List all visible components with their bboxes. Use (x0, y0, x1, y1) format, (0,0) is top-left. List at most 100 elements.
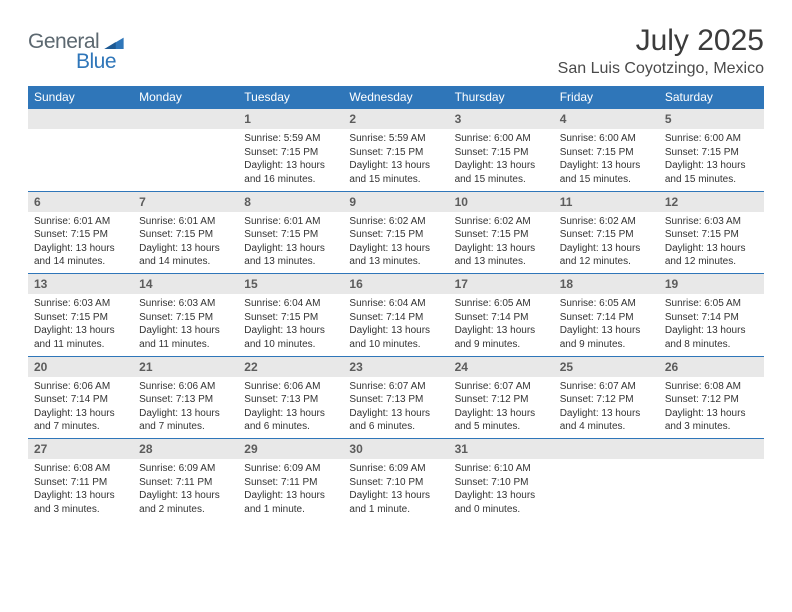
sunset-text: Sunset: 7:15 PM (560, 228, 654, 242)
sunrise-text: Sunrise: 6:07 AM (560, 380, 654, 394)
day2-text: and 11 minutes. (139, 338, 233, 352)
day-detail-cell: Sunrise: 6:08 AMSunset: 7:12 PMDaylight:… (659, 377, 764, 439)
day-number-cell: 9 (343, 191, 448, 212)
sunrise-text: Sunrise: 6:09 AM (244, 462, 338, 476)
sunset-text: Sunset: 7:12 PM (560, 393, 654, 407)
sunrise-text: Sunrise: 6:09 AM (139, 462, 233, 476)
sunrise-text: Sunrise: 6:07 AM (455, 380, 549, 394)
sunset-text: Sunset: 7:10 PM (455, 476, 549, 490)
day1-text: Daylight: 13 hours (665, 324, 759, 338)
day2-text: and 6 minutes. (349, 420, 443, 434)
weekday-header: Monday (133, 86, 238, 109)
weekday-header: Friday (554, 86, 659, 109)
day1-text: Daylight: 13 hours (139, 407, 233, 421)
day-number-cell: 2 (343, 109, 448, 130)
day1-text: Daylight: 13 hours (139, 489, 233, 503)
day2-text: and 12 minutes. (665, 255, 759, 269)
day1-text: Daylight: 13 hours (665, 159, 759, 173)
day1-text: Daylight: 13 hours (560, 407, 654, 421)
day-detail-cell: Sunrise: 6:00 AMSunset: 7:15 PMDaylight:… (659, 129, 764, 191)
day-number-cell: 11 (554, 191, 659, 212)
day-detail-cell: Sunrise: 6:02 AMSunset: 7:15 PMDaylight:… (449, 212, 554, 274)
sunrise-text: Sunrise: 6:06 AM (244, 380, 338, 394)
day1-text: Daylight: 13 hours (139, 242, 233, 256)
day2-text: and 15 minutes. (455, 173, 549, 187)
day-detail-cell: Sunrise: 6:07 AMSunset: 7:12 PMDaylight:… (449, 377, 554, 439)
weekday-header: Thursday (449, 86, 554, 109)
day2-text: and 4 minutes. (560, 420, 654, 434)
sunrise-text: Sunrise: 6:05 AM (665, 297, 759, 311)
calendar-page: GeneralBlue July 2025 San Luis Coyotzing… (0, 0, 792, 541)
weekday-header: Tuesday (238, 86, 343, 109)
sunset-text: Sunset: 7:14 PM (34, 393, 128, 407)
sunrise-text: Sunrise: 6:01 AM (34, 215, 128, 229)
day-number-cell (659, 439, 764, 460)
location-label: San Luis Coyotzingo, Mexico (558, 60, 764, 78)
day1-text: Daylight: 13 hours (244, 324, 338, 338)
sunset-text: Sunset: 7:11 PM (244, 476, 338, 490)
sunset-text: Sunset: 7:15 PM (665, 146, 759, 160)
day2-text: and 1 minute. (244, 503, 338, 517)
day1-text: Daylight: 13 hours (244, 159, 338, 173)
day-number-row: 6789101112 (28, 191, 764, 212)
day2-text: and 15 minutes. (560, 173, 654, 187)
day-detail-cell: Sunrise: 6:00 AMSunset: 7:15 PMDaylight:… (554, 129, 659, 191)
day-number-cell: 12 (659, 191, 764, 212)
sunset-text: Sunset: 7:15 PM (244, 146, 338, 160)
sunset-text: Sunset: 7:15 PM (349, 228, 443, 242)
day-number-cell: 5 (659, 109, 764, 130)
day2-text: and 13 minutes. (244, 255, 338, 269)
day-number-cell: 13 (28, 274, 133, 295)
sunset-text: Sunset: 7:13 PM (244, 393, 338, 407)
day1-text: Daylight: 13 hours (349, 242, 443, 256)
sunrise-text: Sunrise: 6:06 AM (139, 380, 233, 394)
sunrise-text: Sunrise: 6:06 AM (34, 380, 128, 394)
sunrise-text: Sunrise: 6:08 AM (34, 462, 128, 476)
sunset-text: Sunset: 7:15 PM (455, 146, 549, 160)
sunset-text: Sunset: 7:15 PM (139, 228, 233, 242)
day-detail-cell: Sunrise: 6:06 AMSunset: 7:13 PMDaylight:… (238, 377, 343, 439)
sunrise-text: Sunrise: 6:02 AM (349, 215, 443, 229)
day-detail-cell: Sunrise: 6:10 AMSunset: 7:10 PMDaylight:… (449, 459, 554, 521)
sunset-text: Sunset: 7:12 PM (455, 393, 549, 407)
day2-text: and 11 minutes. (34, 338, 128, 352)
sunset-text: Sunset: 7:11 PM (139, 476, 233, 490)
day-detail-row: Sunrise: 6:03 AMSunset: 7:15 PMDaylight:… (28, 294, 764, 356)
day1-text: Daylight: 13 hours (455, 489, 549, 503)
sunset-text: Sunset: 7:14 PM (560, 311, 654, 325)
day-number-cell: 10 (449, 191, 554, 212)
day1-text: Daylight: 13 hours (244, 407, 338, 421)
calendar-body: 12345Sunrise: 5:59 AMSunset: 7:15 PMDayl… (28, 109, 764, 522)
sunset-text: Sunset: 7:15 PM (139, 311, 233, 325)
sunset-text: Sunset: 7:14 PM (349, 311, 443, 325)
day-number-cell (554, 439, 659, 460)
day-number-cell: 17 (449, 274, 554, 295)
sunset-text: Sunset: 7:12 PM (665, 393, 759, 407)
sunset-text: Sunset: 7:15 PM (34, 228, 128, 242)
day-number-cell: 26 (659, 356, 764, 377)
day2-text: and 5 minutes. (455, 420, 549, 434)
sunrise-text: Sunrise: 5:59 AM (349, 132, 443, 146)
sunset-text: Sunset: 7:15 PM (455, 228, 549, 242)
weekday-header: Sunday (28, 86, 133, 109)
weekday-header: Saturday (659, 86, 764, 109)
day1-text: Daylight: 13 hours (455, 324, 549, 338)
day-number-cell: 8 (238, 191, 343, 212)
sunrise-text: Sunrise: 6:05 AM (560, 297, 654, 311)
day1-text: Daylight: 13 hours (665, 407, 759, 421)
day2-text: and 12 minutes. (560, 255, 654, 269)
sunset-text: Sunset: 7:15 PM (244, 228, 338, 242)
day-detail-cell: Sunrise: 6:06 AMSunset: 7:13 PMDaylight:… (133, 377, 238, 439)
day2-text: and 8 minutes. (665, 338, 759, 352)
day1-text: Daylight: 13 hours (349, 489, 443, 503)
day2-text: and 3 minutes. (665, 420, 759, 434)
day1-text: Daylight: 13 hours (455, 159, 549, 173)
day1-text: Daylight: 13 hours (34, 324, 128, 338)
day-number-cell: 15 (238, 274, 343, 295)
day1-text: Daylight: 13 hours (349, 159, 443, 173)
day2-text: and 7 minutes. (34, 420, 128, 434)
day2-text: and 6 minutes. (244, 420, 338, 434)
day2-text: and 15 minutes. (665, 173, 759, 187)
day-detail-cell (28, 129, 133, 191)
sunrise-text: Sunrise: 6:05 AM (455, 297, 549, 311)
